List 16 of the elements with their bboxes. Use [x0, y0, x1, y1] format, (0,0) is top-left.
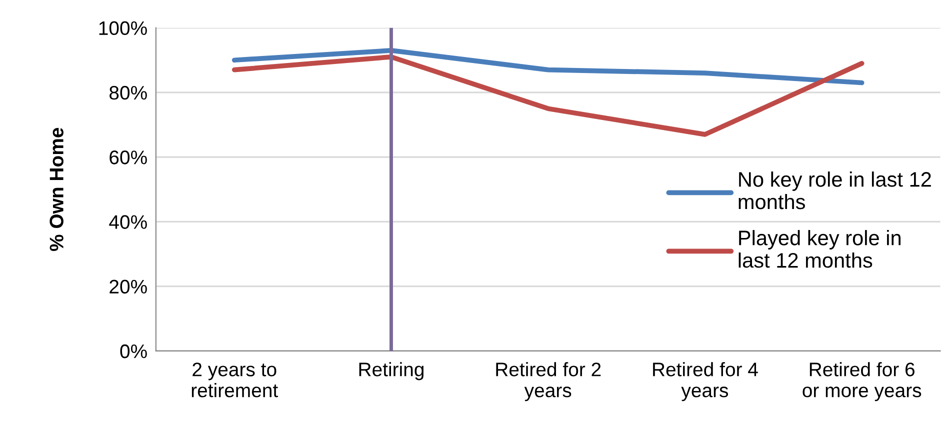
y-axis-title: % Own Home: [50, 128, 64, 252]
legend-label: No key role in last 12 months: [738, 172, 931, 210]
y-tick-label: 40%: [109, 215, 147, 229]
y-tick-label: 0%: [120, 344, 147, 358]
y-tick-label: 60%: [110, 150, 147, 164]
y-tick-label: 20%: [110, 280, 147, 294]
x-tick-label: Retiring: [359, 362, 424, 380]
legend-label: Played key role in last 12 months: [738, 230, 900, 268]
y-tick-label: 100%: [99, 21, 147, 36]
line-series: [232, 48, 864, 86]
line-series: [232, 54, 864, 137]
x-tick-label: 2 years to retirement: [192, 362, 278, 398]
x-tick-label: Retired for 6 or more years: [802, 362, 922, 402]
y-tick-label: 80%: [110, 86, 147, 100]
x-tick-label: Retired for 4 years: [653, 362, 758, 402]
x-tick-label: Retired for 2 years: [496, 362, 601, 402]
